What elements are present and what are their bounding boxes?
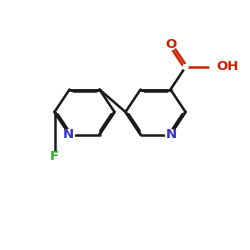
Circle shape (50, 152, 59, 162)
Text: O: O (165, 38, 176, 51)
Circle shape (166, 130, 175, 140)
Text: N: N (166, 128, 177, 141)
Circle shape (210, 62, 221, 72)
Text: F: F (50, 150, 59, 164)
Circle shape (64, 130, 74, 140)
Text: N: N (63, 128, 74, 141)
Circle shape (183, 64, 188, 70)
Circle shape (165, 39, 176, 50)
Text: OH: OH (217, 60, 239, 74)
